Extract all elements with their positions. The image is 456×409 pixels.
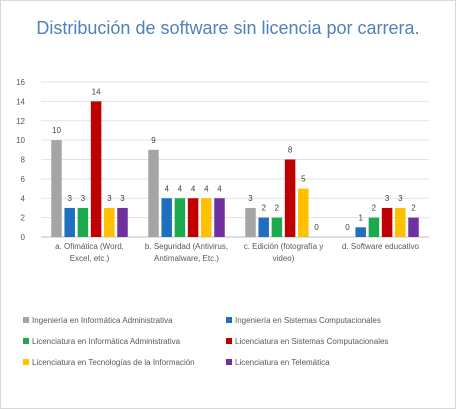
legend-label: Licenciatura en Telemática [235,358,330,367]
data-label: 0 [345,223,350,232]
data-label: 10 [52,126,61,135]
y-tick-label: 8 [21,156,26,165]
y-tick-label: 10 [16,136,25,145]
data-label: 9 [151,136,156,145]
bar [298,188,309,237]
category-label: c. Edición (fotografía y [244,242,324,251]
bar [245,207,256,237]
y-tick-label: 12 [16,117,25,126]
data-label: 3 [120,194,125,203]
data-label: 1 [358,213,363,222]
legend-swatch [23,359,29,365]
data-label: 4 [191,184,196,193]
bar [381,207,393,237]
data-label: 3 [107,194,112,203]
data-label: 3 [248,194,253,203]
bar [148,149,159,237]
bar [64,207,75,237]
bar [187,198,199,237]
data-label: 3 [67,194,72,203]
bar [51,140,62,237]
category-label: a. Ofimática (Word, [55,242,124,251]
bar [284,159,296,237]
category-label: d. Software educativo [342,242,419,251]
data-label: 2 [261,204,266,213]
bar [201,198,212,237]
legend-swatch [226,359,232,365]
data-label: 8 [288,146,293,155]
data-label: 4 [164,184,169,193]
legend-label: Ingeniería en Sistemas Computacionales [235,316,381,325]
y-tick-label: 16 [16,78,25,87]
data-label: 4 [178,184,183,193]
data-label: 3 [385,194,390,203]
category-label: video) [273,254,295,263]
bar [258,217,269,237]
legend-swatch [23,317,29,323]
bar [408,217,419,237]
bar [214,198,225,237]
data-label: 4 [204,184,209,193]
category-label: Antimalware, Etc.) [154,254,219,263]
legend-label: Ingeniería en Informática Administrativa [32,316,173,325]
legend-swatch [226,317,232,323]
data-label: 14 [92,87,101,96]
bar [174,198,186,237]
bar [395,207,406,237]
y-tick-label: 14 [16,97,25,106]
data-label: 4 [217,184,222,193]
bar [77,207,89,237]
data-label: 2 [275,204,280,213]
bar [161,198,172,237]
y-tick-label: 6 [21,175,26,184]
legend-label: Licenciatura en Tecnologías de la Inform… [32,358,195,367]
bar [355,227,366,237]
bar [117,207,128,237]
y-tick-label: 2 [21,214,26,223]
category-label: b. Seguridad (Antivirus, [145,242,228,251]
data-label: 3 [81,194,86,203]
legend-swatch [226,338,232,344]
data-label: 2 [411,204,416,213]
category-label: Excel, etc.) [70,254,110,263]
legend-swatch [23,338,29,344]
bar [90,101,102,237]
y-tick-label: 4 [21,194,26,203]
bar [368,217,380,237]
legend-label: Licenciatura en Informática Administrati… [32,337,181,346]
bar [271,217,283,237]
chart-title: Distribución de software sin licencia po… [36,18,420,38]
data-label: 3 [398,194,403,203]
data-label: 0 [314,223,319,232]
y-tick-label: 0 [21,233,26,242]
legend-label: Licenciatura en Sistemas Computacionales [235,337,388,346]
bar [104,207,115,237]
data-label: 5 [301,175,306,184]
data-label: 2 [372,204,377,213]
